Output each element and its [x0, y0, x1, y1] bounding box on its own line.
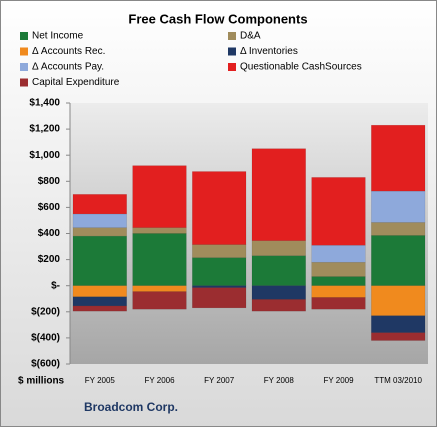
bar-segment	[72, 235, 127, 286]
y-tick-label: $1,200	[29, 124, 60, 135]
bar-segment	[311, 177, 366, 246]
y-tick-label: $(400)	[31, 333, 60, 344]
bar-segment	[251, 148, 306, 241]
bar-segment	[251, 285, 306, 300]
y-tick-label: $200	[38, 254, 61, 265]
legend-label: Questionable CashSources	[240, 62, 362, 73]
legend-label: Net Income	[32, 31, 84, 42]
bar-segment	[72, 194, 127, 215]
legend-label: Δ Accounts Rec.	[32, 46, 105, 57]
bar-segment	[371, 315, 426, 333]
y-tick-label: $1,000	[29, 150, 60, 161]
y-tick-label: $1,400	[29, 98, 60, 109]
y-tick-label: $600	[38, 202, 61, 213]
bar-segment	[132, 291, 187, 310]
bar-segment	[72, 213, 127, 228]
bar-segment	[132, 165, 187, 228]
bar-segment	[72, 305, 127, 312]
x-tick-label: FY 2005	[85, 376, 116, 385]
x-tick-label: FY 2007	[204, 376, 235, 385]
legend-label: Δ Accounts Pay.	[32, 62, 104, 73]
x-tick-label: TTM 03/2010	[374, 376, 422, 385]
units-label: $ millions	[18, 376, 65, 387]
x-tick-label: FY 2006	[144, 376, 175, 385]
y-tick-label: $(200)	[31, 306, 60, 317]
x-tick-label: FY 2008	[264, 376, 295, 385]
y-tick-label: $800	[38, 176, 61, 187]
bar-segment	[371, 235, 426, 286]
legend-label: Capital Expenditure	[32, 77, 120, 88]
bar-segment	[192, 171, 247, 245]
y-tick-label: $400	[38, 228, 61, 239]
bar-segment	[311, 276, 366, 286]
bar-segment	[371, 285, 426, 316]
bar-segment	[72, 227, 127, 237]
bar-segment	[371, 190, 426, 223]
legend-swatch	[228, 47, 236, 56]
plot-area	[70, 103, 428, 364]
bar-segment	[132, 285, 187, 292]
chart-title: Free Cash Flow Components	[128, 11, 307, 26]
legend-swatch	[20, 32, 28, 40]
legend-swatch	[20, 47, 28, 56]
x-tick-label: FY 2009	[323, 376, 354, 385]
bar-segment	[192, 257, 247, 286]
bar-segment	[311, 285, 366, 298]
bar-segment	[311, 297, 366, 310]
bar-segment	[371, 124, 426, 192]
bar-segment	[192, 285, 247, 288]
y-tick-label: $-	[51, 280, 60, 291]
bar-segment	[72, 285, 127, 298]
bar-segment	[251, 299, 306, 312]
legend-swatch	[228, 32, 236, 40]
bar-segment	[192, 244, 247, 258]
bar-segment	[251, 255, 306, 286]
company: Broadcom Corp.	[84, 400, 178, 414]
bar-segment	[192, 287, 247, 309]
bar-segment	[251, 240, 306, 256]
bar-segment	[72, 296, 127, 307]
bar-segment	[311, 244, 366, 263]
bar-segment	[311, 261, 366, 277]
y-tick-label: $(600)	[31, 359, 60, 370]
bar-segment	[132, 233, 187, 286]
legend-swatch	[20, 78, 28, 87]
legend-swatch	[20, 63, 28, 71]
bar-segment	[132, 227, 187, 234]
bar-segment	[371, 222, 426, 236]
legend-label: Δ Inventories	[240, 46, 298, 57]
legend-swatch	[228, 63, 236, 71]
legend-label: D&A	[240, 31, 261, 42]
bar-segment	[371, 332, 426, 341]
